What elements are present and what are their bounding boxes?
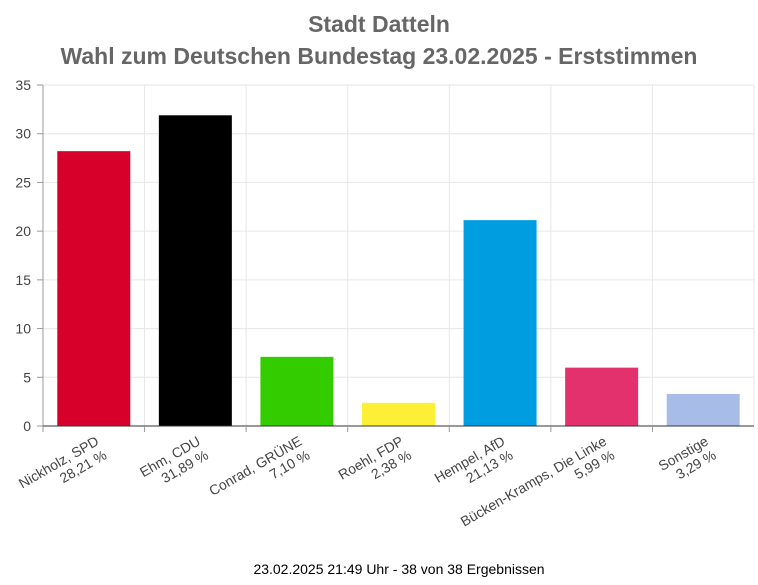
y-tick-label: 25 bbox=[15, 174, 31, 190]
x-tick-label: Ehm, CDU31,89 % bbox=[137, 433, 211, 494]
bar bbox=[666, 393, 740, 426]
footer-status: 23.02.2025 21:49 Uhr - 38 von 38 Ergebni… bbox=[253, 561, 545, 577]
x-tick-label: Conrad, GRÜNE7,10 % bbox=[206, 432, 313, 513]
bar bbox=[57, 151, 131, 427]
y-tick-label: 0 bbox=[23, 418, 31, 434]
bar bbox=[362, 402, 435, 426]
bar bbox=[463, 220, 537, 426]
x-tick-label: Sonstige3,29 % bbox=[656, 433, 719, 488]
chart-title: Stadt Datteln bbox=[308, 11, 450, 37]
bar bbox=[158, 115, 232, 426]
y-tick-label: 20 bbox=[15, 223, 31, 239]
bar bbox=[565, 367, 639, 426]
x-tick-label: Roehl, FDP2,38 % bbox=[335, 433, 414, 497]
y-tick-label: 30 bbox=[15, 126, 31, 142]
x-tick-label: Nickholz, SPD28,21 % bbox=[16, 433, 109, 505]
y-tick-label: 15 bbox=[15, 272, 31, 288]
y-tick-label: 10 bbox=[15, 321, 31, 337]
y-tick-label: 35 bbox=[15, 77, 31, 93]
bar bbox=[260, 356, 334, 426]
y-tick-label: 5 bbox=[23, 369, 31, 385]
chart-subtitle: Wahl zum Deutschen Bundestag 23.02.2025 … bbox=[60, 43, 698, 69]
